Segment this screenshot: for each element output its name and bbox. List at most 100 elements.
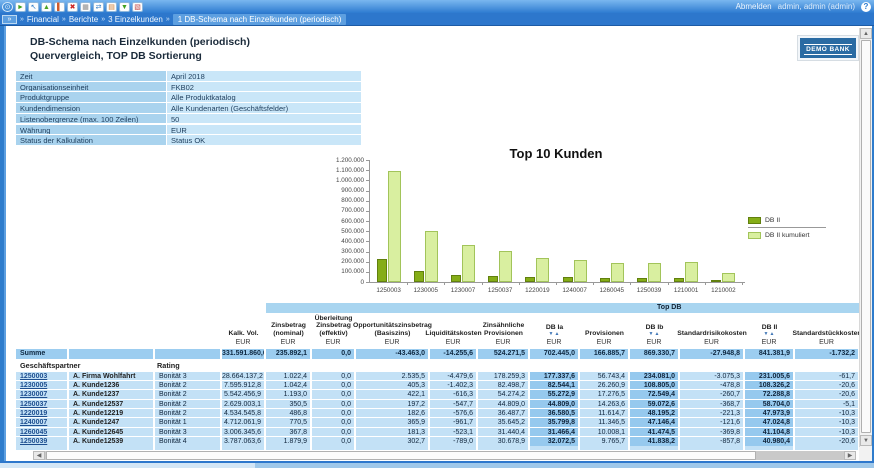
rating-column-header: Rating (157, 361, 180, 370)
partner-id-link[interactable]: 1240007 (20, 419, 48, 427)
sort-icon[interactable]: ▼▲ (648, 331, 661, 337)
partner-name-cell: A. Firma Wohlfahrt (69, 371, 153, 381)
value-cell: 0,0 (312, 427, 354, 437)
bar-db2-1250003 (376, 258, 387, 282)
edit-icon[interactable]: ▌ (54, 1, 65, 12)
column-header-label: Überleitung Zinsbetrag (effektiv) (314, 315, 353, 337)
value-cell: 0,0 (312, 408, 354, 418)
column-header: DB Ib ▼▲ (646, 313, 664, 337)
x-axis-tick (407, 282, 409, 285)
column-unit-label: EUR (761, 339, 777, 346)
scroll-up-icon[interactable]: ▲ (860, 28, 872, 39)
partner-id-link[interactable]: 1230007 (20, 391, 48, 399)
rating-cell: Bonität 4 (155, 436, 220, 446)
column-unit-label: EUR (384, 339, 400, 346)
breadcrumb-item-1[interactable]: Financial (26, 14, 59, 24)
value-cell: 0,0 (312, 371, 354, 381)
partner-id-link[interactable]: 1260045 (20, 428, 48, 436)
value-cell: 47.973,9 (745, 408, 793, 418)
value-cell: 44.809,0 (478, 399, 528, 409)
rating-cell: Bonität 2 (155, 408, 220, 418)
value-cell: 30.678,9 (478, 436, 528, 446)
logout-link[interactable]: Abmelden (735, 2, 772, 11)
x-axis-tick-label: 1210002 (711, 287, 736, 294)
bar-db2-1230007 (450, 274, 461, 282)
app-home-icon[interactable]: ⊙ (2, 1, 13, 12)
partner-name-cell: A. Kunde12219 (69, 408, 153, 418)
sidebar-toggle-icon[interactable]: » (2, 14, 17, 24)
legend-swatch (748, 216, 761, 224)
vertical-scroll-thumb[interactable] (861, 40, 871, 433)
bar-db2-kumuliert-1230007 (461, 245, 475, 282)
run-report-icon[interactable]: ► (15, 1, 26, 12)
value-cell: -616,3 (430, 390, 476, 399)
table-row-partial (680, 446, 743, 450)
legend-entry: DB II (748, 214, 826, 226)
partner-id-link[interactable]: 1220019 (20, 409, 48, 417)
vertical-scrollbar[interactable]: ▲ ▼ (859, 28, 872, 447)
column-header-label: Zinsbetrag (nominal) (271, 322, 306, 337)
scroll-left-icon[interactable]: ◀ (33, 450, 45, 460)
summe-value-cell: 331.591.860,0 (222, 348, 264, 359)
table-row-partial (69, 446, 153, 450)
x-axis-tick (481, 282, 483, 285)
value-cell: 177.337,6 (530, 371, 578, 381)
param-label: Kundendimension (16, 103, 166, 113)
param-value: Alle Kundenarten (Geschäftsfelder) (167, 103, 361, 113)
partner-name-cell: A. Kunde1236 (69, 380, 153, 390)
value-cell: 178.259,3 (478, 371, 528, 381)
value-cell: -4.479,6 (430, 371, 476, 381)
column-header-label: Liquiditätskosten (425, 329, 482, 337)
sort-icon[interactable]: ▼▲ (548, 331, 561, 337)
scroll-right-icon[interactable]: ▶ (844, 450, 856, 460)
breadcrumb-item-3[interactable]: 3 Einzelkunden (108, 14, 163, 24)
table-group-header: Top DB (266, 303, 859, 313)
breadcrumb-item-2[interactable]: Berichte (68, 14, 99, 24)
bar-db2-kumuliert-1230005 (424, 230, 438, 282)
summe-value-cell: -14.255,6 (430, 348, 476, 359)
copy-icon[interactable]: ▧ (132, 1, 143, 12)
value-cell: 36.487,7 (478, 408, 528, 418)
help-icon[interactable]: ? (861, 1, 871, 12)
x-axis-tick-label: 1210001 (673, 287, 699, 294)
breadcrumb-active-item[interactable]: 1 DB-Schema nach Einzelkunden (periodisc… (172, 13, 347, 25)
y-axis-tick-label: 900.000 (341, 187, 364, 194)
legend-label: DB II kumuliert (765, 231, 810, 239)
refresh-icon[interactable]: ⇄ (93, 1, 104, 12)
bar-db2-kumuliert-1260045 (610, 263, 624, 282)
value-cell: -10,3 (795, 418, 858, 427)
save-icon[interactable]: ▼ (119, 1, 130, 12)
column-header: DB Ia ▼▲ (546, 313, 563, 337)
table-row-partial (580, 446, 628, 450)
y-axis-tick (366, 180, 369, 182)
partner-name-cell: A. Kunde12539 (69, 436, 153, 446)
navigate-back-icon[interactable]: ↖ (28, 1, 39, 12)
bar-db2-kumuliert-1240007 (573, 259, 587, 282)
table-view-icon[interactable]: ▦ (80, 1, 91, 12)
export-icon[interactable]: ▲ (41, 1, 52, 12)
partner-column-header: Geschäftspartner (20, 361, 81, 370)
table-row-partial (745, 446, 793, 450)
horizontal-scroll-thumb[interactable] (46, 450, 756, 460)
x-axis-tick-label: 1230007 (450, 287, 476, 294)
sort-icon[interactable]: ▼▲ (763, 331, 776, 337)
breadcrumb-separator-icon: » (61, 15, 66, 23)
partner-id-link[interactable]: 1230005 (20, 381, 48, 389)
print-icon[interactable]: ▤ (106, 1, 117, 12)
partner-id-link[interactable]: 1250003 (20, 372, 48, 380)
x-axis-tick-label: 1230005 (413, 287, 439, 294)
delete-icon[interactable]: ✖ (67, 1, 78, 12)
value-cell: 9.765,7 (580, 436, 628, 446)
value-cell: -3.075,3 (680, 371, 743, 381)
table-row-partial (312, 446, 354, 450)
value-cell: 3.787.063,6 (222, 436, 264, 446)
value-cell: -961,7 (430, 418, 476, 427)
partner-id-link[interactable]: 1250037 (20, 400, 48, 408)
value-cell: -576,6 (430, 408, 476, 418)
scroll-down-icon[interactable]: ▼ (860, 435, 872, 446)
column-header-label: Kalk. Vol. (228, 329, 259, 337)
y-axis-tick-label: 500.000 (341, 227, 364, 235)
value-cell: -1.402,3 (430, 380, 476, 390)
partner-id-link[interactable]: 1250039 (20, 437, 48, 445)
bar-db2-kumuliert-1250037 (499, 250, 513, 282)
